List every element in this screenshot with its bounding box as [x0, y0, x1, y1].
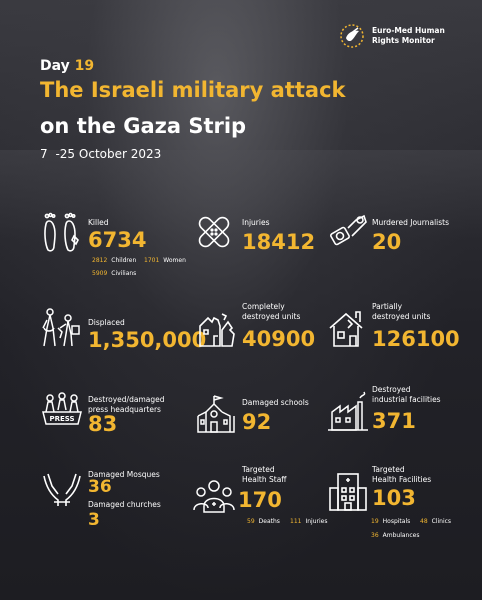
civilians-value: 5909: [92, 270, 108, 277]
clinics-label: Clinics: [431, 518, 452, 525]
injuries-value: 18412: [242, 230, 316, 254]
industrial-value: 371: [372, 409, 416, 433]
factory-icon: [326, 390, 370, 434]
industrial-label-1: Destroyed: [372, 385, 411, 394]
injuries-label: Injuries: [242, 218, 270, 227]
health-staff-icon: [192, 474, 236, 518]
ambulances-stat: 36 Ambulances: [371, 532, 419, 539]
hospitals-label: Hospitals: [382, 518, 411, 525]
press-hq-label-2: press headquarters: [88, 405, 161, 414]
title-line2: on the Gaza Strip: [40, 114, 247, 138]
women-label: Women: [163, 257, 186, 264]
hospitals-value: 19: [371, 518, 379, 525]
health-staff-deaths: 59 Deaths: [247, 518, 280, 525]
churches-label: Damaged churches: [88, 500, 161, 509]
children-label: Children: [111, 257, 137, 264]
health-staff-injuries: 111 Injuries: [290, 518, 327, 525]
destroyed-house-icon: [194, 306, 238, 350]
health-staff-label-2: Health Staff: [242, 475, 287, 484]
displaced-value: 1,350,000: [88, 328, 207, 352]
destroyed-units-value: 40900: [242, 327, 316, 351]
staff-injuries-value: 111: [290, 518, 302, 525]
school-icon: [194, 392, 238, 436]
killed-civilians: 5909 Civilians: [92, 270, 136, 277]
health-staff-label: Targeted Health Staff: [242, 465, 286, 485]
press-hq-label-1: Destroyed/damaged: [88, 395, 165, 404]
children-value: 2812: [92, 257, 108, 264]
schools-label: Damaged schools: [242, 398, 309, 407]
journalists-value: 20: [372, 230, 402, 254]
clinics-stat: 48 Clinics: [420, 518, 451, 525]
killed-women: 1701 Women: [144, 257, 186, 264]
women-value: 1701: [144, 257, 160, 264]
industrial-label-2: industrial facilities: [372, 395, 441, 404]
civilians-label: Civilians: [111, 270, 137, 277]
churches-value: 3: [88, 510, 100, 530]
displaced-people-icon: [38, 306, 82, 350]
destroyed-units-label: Completely destroyed units: [242, 302, 300, 322]
praying-hands-icon: [40, 466, 84, 510]
hospital-icon: [326, 470, 370, 514]
feet-icon: [38, 210, 82, 254]
hospitals-stat: 19 Hospitals: [371, 518, 410, 525]
journalists-label: Murdered Journalists: [372, 218, 450, 227]
displaced-label: Displaced: [88, 318, 125, 327]
clinics-value: 48: [420, 518, 428, 525]
date-start: 7: [40, 147, 48, 161]
partial-units-label-1: Partially: [372, 302, 403, 311]
euro-med-logo: Euro-Med Human Rights Monitor: [338, 22, 462, 50]
ambulances-value: 36: [371, 532, 379, 539]
logo-text: Euro-Med Human Rights Monitor: [372, 26, 462, 46]
partial-units-label-2: destroyed units: [372, 312, 431, 321]
schools-value: 92: [242, 410, 272, 434]
staff-injuries-label: Injuries: [305, 518, 328, 525]
date-month: October 2023: [78, 147, 162, 161]
bandage-icon: [192, 210, 236, 254]
mosques-label: Damaged Mosques: [88, 470, 160, 479]
deaths-value: 59: [247, 518, 255, 525]
partial-units-label: Partially destroyed units: [372, 302, 430, 322]
ambulances-label: Ambulances: [382, 532, 420, 539]
partial-units-value: 126100: [372, 327, 460, 351]
handcuffed-camera-icon: [326, 210, 370, 254]
dove-hand-icon: [340, 24, 364, 48]
killed-children: 2812 Children: [92, 257, 136, 264]
health-facilities-label-1: Targeted: [372, 465, 405, 474]
rubble-overlay: [0, 150, 482, 240]
deaths-label: Deaths: [258, 518, 280, 525]
destroyed-units-label-1: Completely: [242, 302, 285, 311]
logo-line2: Rights Monitor: [372, 36, 435, 45]
day-word: Day: [40, 58, 70, 74]
health-staff-value: 170: [238, 488, 282, 512]
killed-label: Killed: [88, 218, 109, 227]
press-icon: PRESS: [40, 390, 84, 434]
day-number: 19: [74, 58, 95, 74]
damaged-house-icon: [326, 306, 370, 350]
press-badge: PRESS: [49, 415, 74, 423]
date-range: 7 -25 October 2023: [40, 147, 161, 161]
health-facilities-value: 103: [372, 486, 416, 510]
logo-line1: Euro-Med Human: [372, 26, 445, 35]
mosques-value: 36: [88, 477, 112, 497]
health-facilities-label: Targeted Health Facilities: [372, 465, 431, 485]
killed-value: 6734: [88, 228, 147, 252]
industrial-label: Destroyed industrial facilities: [372, 385, 441, 405]
date-end: -25: [55, 147, 76, 161]
press-hq-value: 83: [88, 412, 118, 436]
press-hq-label: Destroyed/damaged press headquarters: [88, 395, 164, 415]
day-label: Day 19: [40, 58, 94, 74]
title-line1: The Israeli military attack: [40, 78, 346, 102]
health-staff-label-1: Targeted: [242, 465, 275, 474]
health-facilities-label-2: Health Facilities: [372, 475, 432, 484]
destroyed-units-label-2: destroyed units: [242, 312, 301, 321]
